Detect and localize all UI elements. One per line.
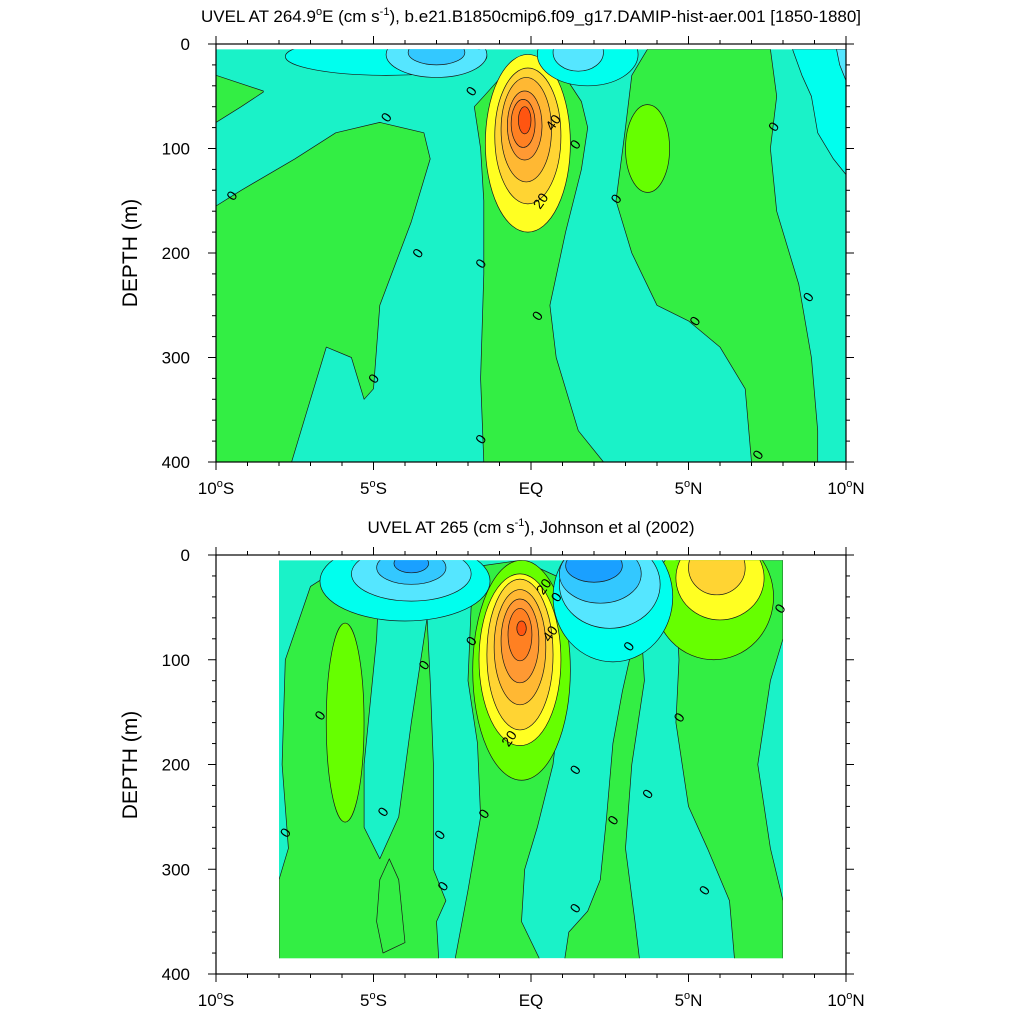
y-tick-label: 0 (181, 546, 190, 565)
panel-bottom-ylabel: DEPTH (m) (119, 711, 142, 820)
contour-core-level--20 (407, 49, 466, 66)
contour-core-level-50 (516, 620, 527, 637)
x-tick-label: 10oN (827, 478, 864, 498)
x-tick-label: 5oS (360, 478, 387, 498)
y-tick-label: 0 (181, 35, 190, 54)
y-tick-label: 100 (162, 651, 190, 670)
panel-top-ylabel: DEPTH (m) (119, 199, 142, 308)
panel-top: UVEL AT 264.9oE (cm s-1), b.e21.B1850cmi… (119, 6, 865, 498)
contour-region-level--10 (836, 49, 846, 81)
x-tick-label: 5oN (675, 478, 703, 498)
contour-core-level-50 (518, 106, 532, 135)
contour-core-level--30 (565, 560, 623, 583)
x-tick-label: 10oS (198, 478, 234, 498)
contour-region-level-5 (216, 122, 431, 462)
contour-region-level-5 (376, 858, 406, 954)
x-tick-label: 10oS (198, 990, 234, 1010)
contour-core-level-30 (688, 560, 746, 596)
panel-bottom: UVEL AT 265 (cm s-1), Johnson et al (200… (119, 517, 865, 1010)
panel-bottom-title: UVEL AT 265 (cm s-1), Johnson et al (200… (368, 517, 695, 537)
contour-region-level--5 (792, 49, 846, 175)
x-tick-label: EQ (519, 991, 544, 1010)
y-tick-label: 400 (162, 453, 190, 472)
y-tick-label: 100 (162, 140, 190, 159)
x-tick-label: 10oN (827, 990, 864, 1010)
panel-bottom-axes: 10oS 5oS EQ 5oN 10oN 0 100 200 300 400 (162, 546, 865, 1010)
contour-field (279, 560, 783, 959)
contour-core-level-10 (325, 622, 365, 823)
panel-top-title: UVEL AT 264.9oE (cm s-1), b.e21.B1850cmi… (201, 6, 861, 26)
y-tick-label: 300 (162, 349, 190, 368)
contour-region-level-5 (216, 74, 264, 123)
contour-field (216, 49, 846, 462)
contour-core-level--30 (393, 560, 429, 574)
panel-top-axes: 10oS 5oS EQ 5oN 10oN 0 100 200 300 400 (162, 35, 865, 498)
panel-bottom-contour-fills (279, 560, 783, 959)
panel-top-contour-fills (216, 49, 846, 462)
y-tick-label: 200 (162, 244, 190, 263)
contour-core-level-10 (625, 104, 670, 193)
x-tick-label: 5oN (675, 990, 703, 1010)
contour-region-level-5 (675, 560, 783, 959)
x-tick-label: 5oS (360, 990, 387, 1010)
y-tick-label: 300 (162, 860, 190, 879)
x-tick-label: EQ (519, 479, 544, 498)
contour-core-level--10 (552, 49, 604, 72)
y-tick-label: 400 (162, 965, 190, 984)
y-tick-label: 200 (162, 756, 190, 775)
